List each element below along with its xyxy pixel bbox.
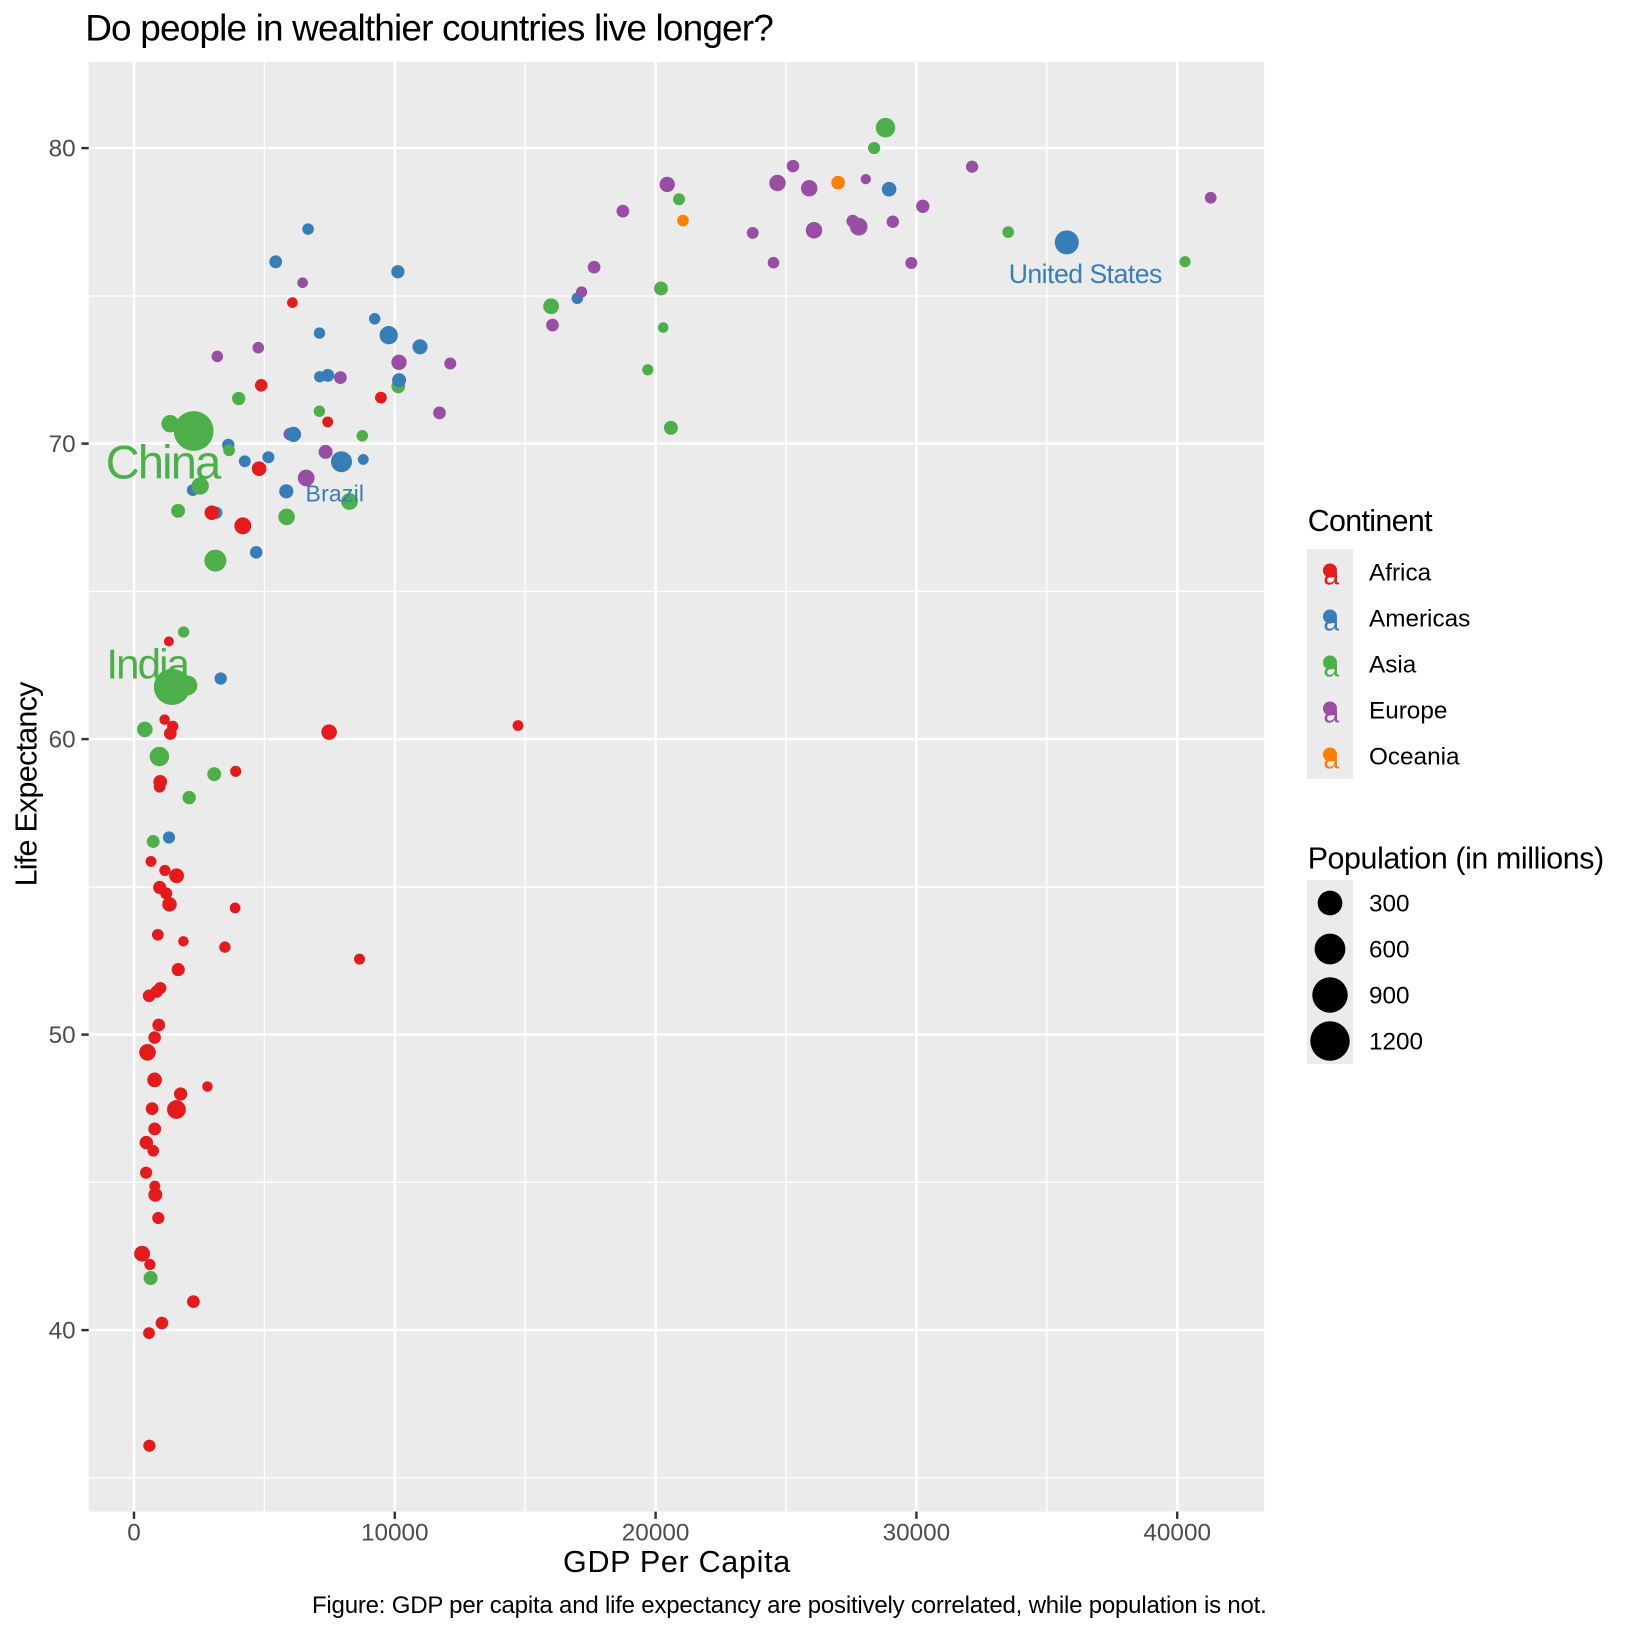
svg-text:a: a (1323, 606, 1339, 638)
svg-text:900: 900 (1369, 982, 1410, 1009)
svg-text:Population (in millions): Population (in millions) (1308, 842, 1604, 876)
svg-text:300: 300 (1369, 890, 1410, 917)
svg-text:China: China (106, 436, 222, 489)
svg-text:10000: 10000 (361, 1520, 429, 1547)
svg-text:20000: 20000 (622, 1520, 690, 1547)
svg-text:Europe: Europe (1369, 697, 1447, 724)
svg-text:Americas: Americas (1369, 605, 1470, 632)
svg-text:GDP Per Capita: GDP Per Capita (563, 1545, 791, 1579)
svg-text:60: 60 (49, 727, 76, 754)
svg-text:a: a (1323, 744, 1339, 776)
svg-text:40000: 40000 (1143, 1520, 1211, 1547)
svg-text:Oceania: Oceania (1369, 743, 1460, 770)
svg-text:a: a (1323, 560, 1339, 592)
svg-text:Asia: Asia (1369, 651, 1417, 678)
svg-text:India: India (106, 641, 190, 688)
svg-text:Continent: Continent (1308, 504, 1433, 538)
svg-text:Life Expectancy: Life Expectancy (9, 681, 43, 887)
svg-text:1200: 1200 (1369, 1028, 1423, 1055)
svg-text:United States: United States (1009, 259, 1162, 289)
svg-text:Figure: GDP per capita and lif: Figure: GDP per capita and life expectan… (312, 1592, 1267, 1619)
svg-text:70: 70 (49, 431, 76, 458)
svg-text:Brazil: Brazil (306, 480, 365, 506)
svg-text:50: 50 (49, 1022, 76, 1049)
svg-text:a: a (1323, 698, 1339, 730)
svg-text:80: 80 (49, 136, 76, 163)
svg-text:600: 600 (1369, 936, 1410, 963)
svg-text:0: 0 (127, 1520, 141, 1547)
svg-text:40: 40 (49, 1318, 76, 1345)
svg-text:30000: 30000 (883, 1520, 951, 1547)
svg-text:Africa: Africa (1369, 559, 1432, 586)
svg-text:Do people in wealthier countri: Do people in wealthier countries live lo… (85, 7, 773, 48)
svg-text:a: a (1323, 652, 1339, 684)
